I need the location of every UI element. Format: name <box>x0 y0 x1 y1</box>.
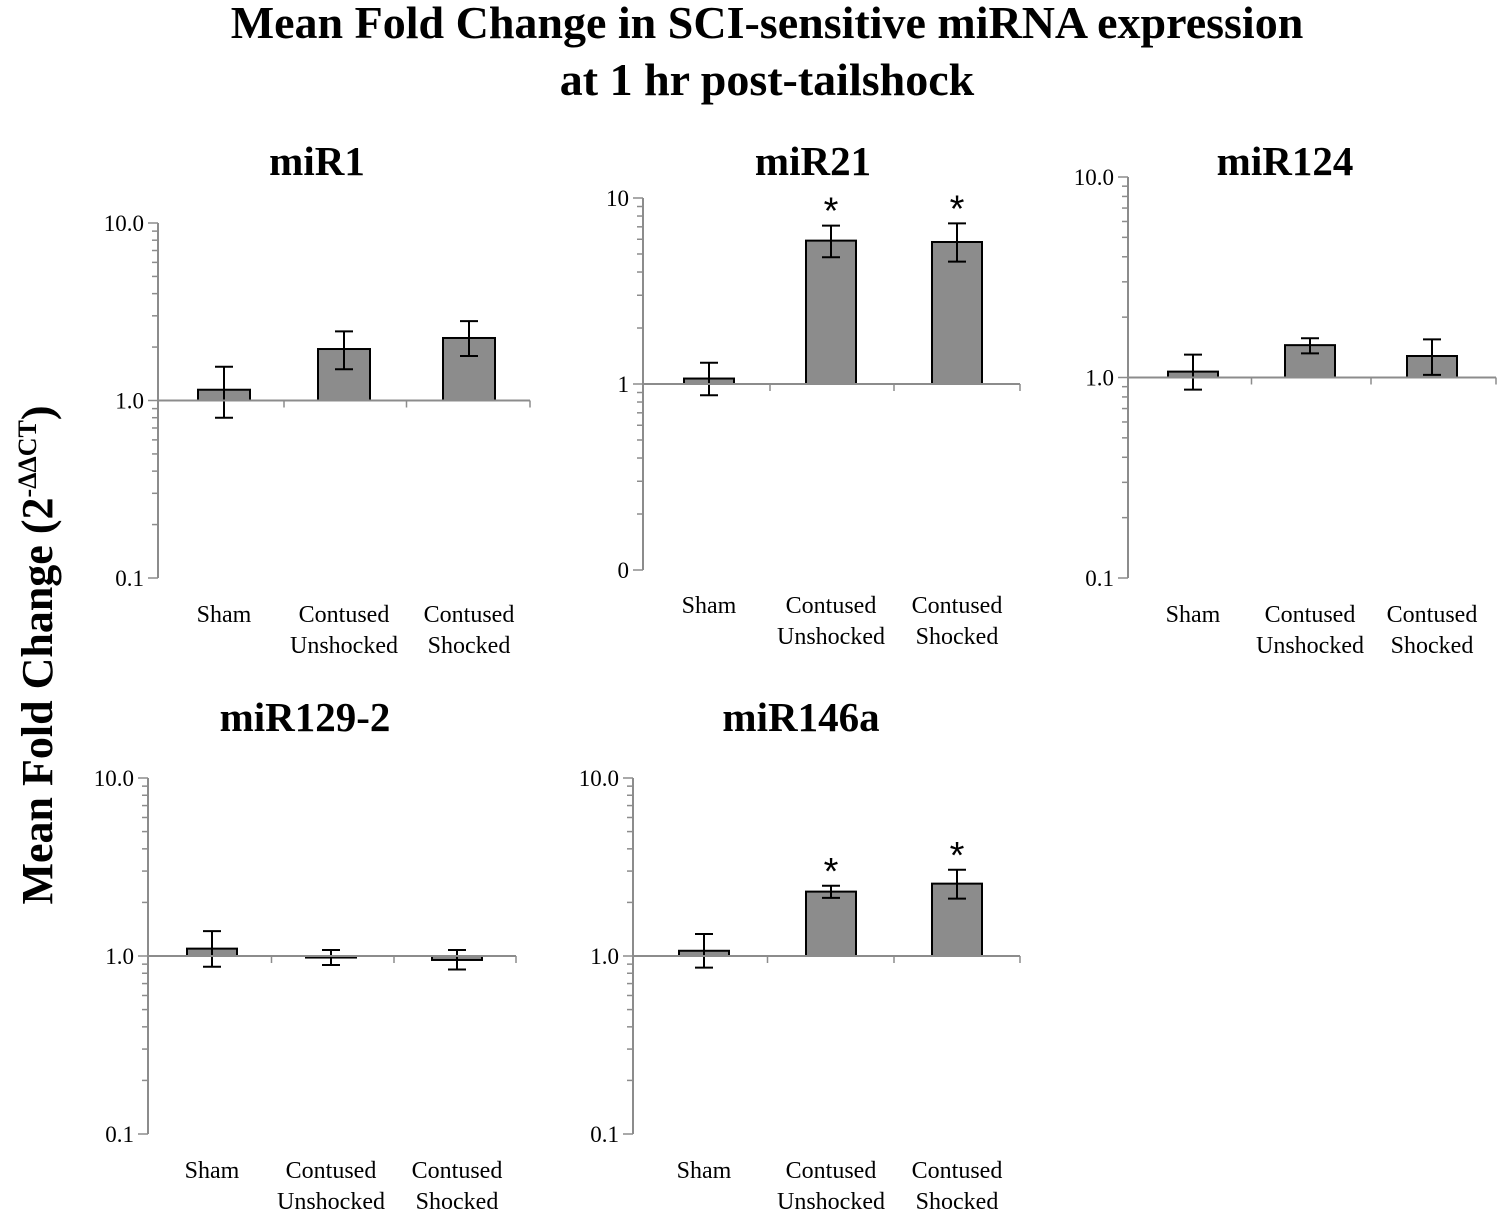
y-tick-label: 10.0 <box>94 766 134 791</box>
error-bar <box>1301 337 1319 355</box>
category-label: Unshocked <box>1256 633 1364 659</box>
significance-marker: * <box>950 835 965 877</box>
category-label: Shocked <box>416 1189 499 1215</box>
error-bar <box>822 224 840 259</box>
y-tick-label: 0.1 <box>105 1122 134 1147</box>
chart-panels: miR1 0.1 1.0 10.0 Sham Contused Unshocked Contu… <box>94 138 1497 1215</box>
y-tick-label: 0.1 <box>1085 566 1114 591</box>
y-tick-label: 1.0 <box>105 944 134 969</box>
category-label: Contused <box>1387 602 1478 628</box>
bar <box>931 241 983 385</box>
y-tick-label: 10.0 <box>579 766 619 791</box>
significance-marker: * <box>950 188 965 230</box>
category-label: Sham <box>677 1158 732 1184</box>
y-axis-label: Mean Fold Change (2-ΔΔCT) <box>13 405 62 904</box>
y-tick-label: 10.0 <box>104 211 144 236</box>
panel-title: miR124 <box>1217 138 1354 184</box>
category-label: Contused <box>912 1158 1003 1184</box>
category-label: Sham <box>1166 602 1221 628</box>
error-bar <box>822 884 840 899</box>
category-label: Contused <box>786 593 877 619</box>
category-label: Shocked <box>1391 633 1474 659</box>
error-bar <box>1423 338 1441 376</box>
category-label: Shocked <box>916 1189 999 1215</box>
chart-panel: miR21 0 1 10 Sham * Contused Unshocked * Contused… <box>606 138 1021 650</box>
error-bar <box>335 330 353 371</box>
figure-title-line2: at 1 hr post-tailshock <box>560 54 975 105</box>
significance-marker: * <box>824 191 839 233</box>
y-tick-label: 1.0 <box>590 944 619 969</box>
category-label: Unshocked <box>777 624 885 650</box>
bar <box>805 890 857 957</box>
y-tick-label: 1.0 <box>1085 366 1114 391</box>
panel-title: miR129-2 <box>220 694 391 740</box>
category-label: Shocked <box>428 633 511 659</box>
chart-panel: miR124 0.1 1.0 10.0 Sham Contused Unshocked Con… <box>1074 138 1497 659</box>
category-label: Contused <box>424 602 515 628</box>
error-bar <box>322 949 340 967</box>
y-tick-label: 1 <box>618 372 630 397</box>
category-label: Sham <box>682 593 737 619</box>
error-bar <box>215 365 233 419</box>
y-tick-label: 1.0 <box>115 389 144 414</box>
error-bar <box>203 930 221 968</box>
category-label: Contused <box>286 1158 377 1184</box>
bar <box>805 239 857 385</box>
y-tick-label: 0.1 <box>590 1122 619 1147</box>
y-tick-label: 0.1 <box>115 566 144 591</box>
category-label: Contused <box>1265 602 1356 628</box>
category-label: Contused <box>299 602 390 628</box>
category-label: Contused <box>786 1158 877 1184</box>
chart-panel: miR1 0.1 1.0 10.0 Sham Contused Unshocked Contu… <box>104 138 531 659</box>
y-tick-label: 10 <box>606 186 629 211</box>
error-bar <box>1184 353 1202 391</box>
panel-title: miR21 <box>755 138 871 184</box>
panel-title: miR146a <box>722 694 879 740</box>
significance-marker: * <box>824 851 839 893</box>
category-label: Unshocked <box>290 633 398 659</box>
error-bar <box>948 868 966 900</box>
error-bar <box>460 320 478 358</box>
category-label: Sham <box>197 602 252 628</box>
category-label: Unshocked <box>777 1189 885 1215</box>
category-label: Shocked <box>916 624 999 650</box>
error-bar <box>948 222 966 263</box>
panel-title: miR1 <box>269 138 365 184</box>
y-tick-label: 0 <box>618 558 630 583</box>
category-label: Unshocked <box>277 1189 385 1215</box>
category-label: Sham <box>185 1158 240 1184</box>
error-bar <box>448 949 466 971</box>
chart-panel: miR146a 0.1 1.0 10.0 Sham * Contused Unshocked *… <box>579 694 1021 1215</box>
error-bar <box>700 361 718 397</box>
figure-title-line1: Mean Fold Change in SCI-sensitive miRNA … <box>231 0 1304 48</box>
error-bar <box>695 932 713 969</box>
category-label: Contused <box>912 593 1003 619</box>
chart-panel: miR129-2 0.1 1.0 10.0 Sham Contused Unshocked C… <box>94 694 517 1215</box>
category-label: Contused <box>412 1158 503 1184</box>
y-tick-label: 10.0 <box>1074 165 1114 190</box>
